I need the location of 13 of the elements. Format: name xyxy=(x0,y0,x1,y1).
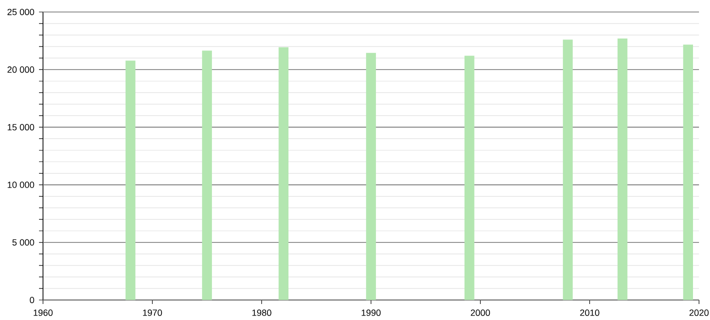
y-tick-label: 20 000 xyxy=(8,66,34,73)
y-tick-label: 25 000 xyxy=(8,8,34,16)
y-tick-label: 10 000 xyxy=(8,182,34,188)
y-tick-label: 5 000 xyxy=(12,239,34,246)
y-tick-label: 15 000 xyxy=(8,124,34,130)
y-tick-label: 0 xyxy=(30,296,34,304)
x-tick-label: 2020 xyxy=(689,310,709,316)
x-tick-label: 1990 xyxy=(362,310,381,316)
x-tick-label: 2000 xyxy=(470,310,490,316)
x-tick-label: 1970 xyxy=(143,310,162,316)
x-tick-label: 1980 xyxy=(252,310,272,316)
x-tick-label: 1960 xyxy=(34,310,53,316)
x-tick-label: 2010 xyxy=(580,310,600,316)
